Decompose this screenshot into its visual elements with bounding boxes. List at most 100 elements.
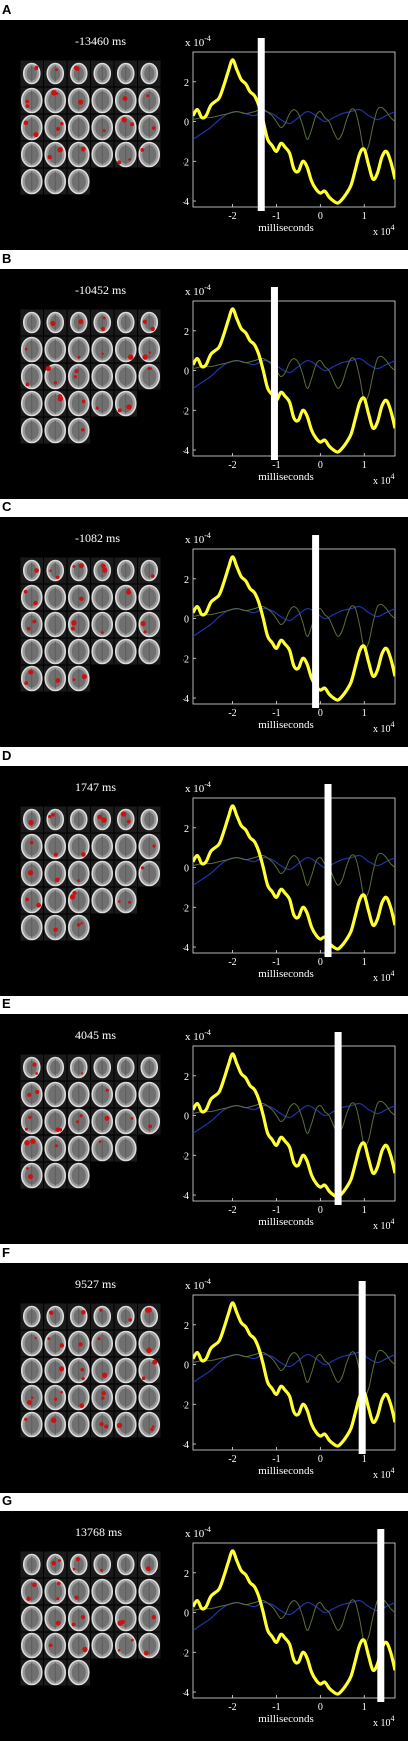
activation-blob	[32, 1582, 37, 1588]
y-tick-label: 0	[184, 366, 189, 377]
activation-blob	[26, 1399, 32, 1405]
activation-blob	[79, 1114, 83, 1118]
activation-blob	[101, 352, 104, 355]
activation-blob	[102, 316, 106, 319]
time-course-plot: x 10-4 2 0 -2 -4 uM -2 -1 0 1 milliseconds x 104	[174, 279, 403, 489]
y-tick-label: -2	[183, 903, 189, 914]
brain-slice	[20, 87, 43, 114]
time-cursor	[312, 535, 320, 708]
axes-box	[192, 548, 396, 705]
axes-box	[192, 1542, 396, 1699]
brain-slice	[91, 1578, 114, 1605]
activation-blob	[146, 1347, 152, 1353]
x-tick-label: -1	[272, 708, 280, 719]
brain-slice	[67, 860, 90, 886]
brain-slice	[67, 665, 90, 692]
activation-blob	[24, 1127, 29, 1131]
brain-slice	[138, 833, 161, 859]
activation-blob	[54, 1144, 58, 1148]
figure-panel: 9527 msx 10-420-2-4uM-2-101millisecondsx…	[0, 1262, 408, 1493]
activation-blob	[149, 366, 153, 370]
brain-slice	[91, 860, 114, 886]
x-multiplier: x 104	[373, 720, 395, 732]
activation-blob	[95, 405, 99, 410]
brain-slice	[20, 1605, 43, 1632]
y-multiplier-exponent: -4	[204, 531, 211, 540]
brain-slice	[67, 1303, 90, 1329]
y-axis-label: uM	[183, 1364, 186, 1380]
brain-slice	[67, 1162, 90, 1189]
brain-slice-grid	[20, 60, 161, 195]
brain-slice	[67, 1054, 90, 1081]
brain-slice	[67, 611, 90, 638]
activation-blob	[34, 66, 39, 71]
activation-blob	[130, 122, 135, 127]
brain-slice	[67, 914, 90, 940]
x-multiplier: x 104	[373, 1466, 395, 1478]
series-line	[193, 1597, 395, 1644]
x-tick-label: -1	[272, 957, 280, 968]
x-tick-label: -2	[228, 1454, 236, 1465]
x-multiplier-exponent: 4	[391, 223, 395, 232]
activation-blob	[78, 563, 84, 569]
brain-slice	[20, 309, 43, 335]
brain-slice	[20, 806, 43, 832]
brain-slice	[67, 390, 90, 416]
activation-blob	[126, 589, 132, 595]
brain-slice	[91, 1357, 114, 1383]
brain-slice	[114, 336, 137, 362]
plot-svg: x 10-4 2 0 -2 -4 uM -2 -1 0 1 milliseconds x 104	[174, 531, 396, 735]
activation-blob	[56, 1597, 60, 1601]
activation-blob	[24, 681, 29, 685]
x-axis-label: milliseconds	[258, 968, 314, 980]
activation-blob	[28, 819, 34, 825]
y-multiplier: x 10-4	[185, 34, 211, 49]
y-tick-label: -2	[183, 1648, 189, 1659]
brain-slice	[44, 611, 67, 638]
activation-blob	[74, 368, 79, 373]
activation-blob	[126, 403, 132, 410]
brain-slice	[91, 390, 114, 416]
activation-blob	[150, 1427, 154, 1431]
brain-slice	[44, 1162, 67, 1189]
activation-blob	[146, 94, 150, 98]
brain-slice	[20, 584, 43, 611]
series-line	[193, 108, 395, 140]
brain-slice	[114, 860, 137, 886]
x-multiplier-exponent: 4	[391, 720, 395, 729]
brain-slice	[20, 141, 43, 168]
series-line	[193, 357, 395, 389]
brain-slice	[114, 1411, 137, 1437]
brain-slice	[67, 638, 90, 665]
activation-blob	[26, 1167, 29, 1170]
y-multiplier-exponent: -4	[204, 1277, 211, 1286]
activation-blob	[25, 99, 30, 104]
brain-slice	[91, 1384, 114, 1410]
x-tick-label: 0	[318, 957, 323, 968]
y-tick-label: 0	[184, 1360, 189, 1371]
brain-slice	[138, 363, 161, 389]
brain-slice	[67, 1578, 90, 1605]
activation-blob	[79, 596, 84, 602]
activation-blob	[128, 1317, 133, 1322]
brain-slice	[20, 390, 43, 416]
x-tick-label: -2	[228, 211, 236, 222]
panel-label: F	[2, 1244, 10, 1260]
activation-blob	[80, 1367, 85, 1372]
activation-blob	[117, 407, 122, 412]
brain-slice	[91, 336, 114, 362]
activation-blob	[48, 814, 52, 818]
brain-slice	[67, 141, 90, 168]
activation-blob	[101, 1390, 106, 1396]
x-multiplier-exponent: 4	[391, 1714, 395, 1723]
activation-blob	[130, 1638, 134, 1642]
brain-slice	[20, 1330, 43, 1356]
brain-slice	[67, 87, 90, 114]
y-multiplier: x 10-4	[185, 780, 211, 795]
brain-slice	[44, 1551, 67, 1578]
y-tick-label: 0	[184, 1112, 189, 1123]
brain-slice	[44, 806, 67, 832]
brain-slice	[20, 60, 43, 87]
x-multiplier: x 104	[373, 1714, 395, 1726]
activation-blob	[117, 160, 122, 165]
